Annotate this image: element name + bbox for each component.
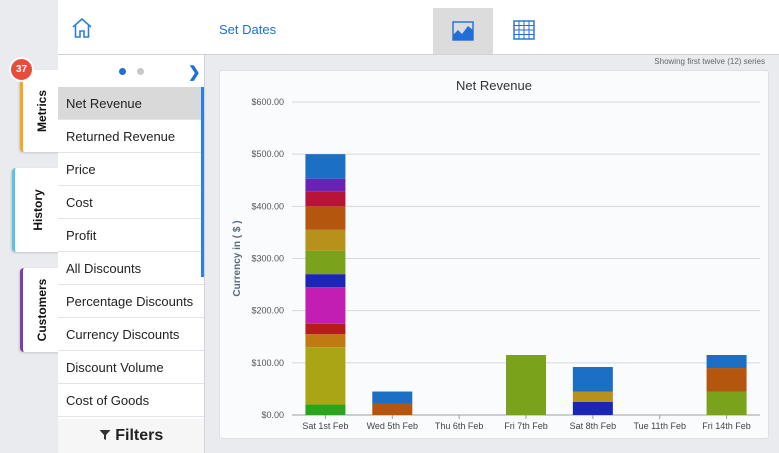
metric-item[interactable]: Cost of Goods xyxy=(58,384,204,417)
bar-segment xyxy=(372,403,413,415)
metric-item[interactable]: Profit xyxy=(58,219,204,252)
bar-segment xyxy=(305,404,346,415)
tab-history-label: History xyxy=(31,189,45,231)
bar-segment xyxy=(305,229,346,251)
bar-segment xyxy=(572,391,613,402)
home-icon[interactable] xyxy=(70,16,94,40)
bar-segment xyxy=(305,287,346,324)
bar-segment xyxy=(305,154,346,179)
bar-segment xyxy=(305,191,346,207)
set-dates-button[interactable]: Set Dates xyxy=(219,22,277,37)
x-tick-label: Sat 8th Feb xyxy=(570,421,617,431)
bar-chart: $0.00 $100.00 $200.00 $300.00 $400.00 $500.00… xyxy=(232,97,760,431)
bar-segment xyxy=(706,355,747,369)
y-tick-label: $0.00 xyxy=(261,410,284,420)
chart-card: Net Revenue $0.00 $100.00 $200.00 $300.00 $4… xyxy=(219,70,769,439)
chart-title: Net Revenue xyxy=(456,78,532,93)
y-axis-label: Currency in ( $ ) xyxy=(232,220,243,296)
x-tick-label: Fri 14th Feb xyxy=(702,421,751,431)
bar-segment xyxy=(305,250,346,275)
metric-item[interactable]: Price xyxy=(58,153,204,186)
metrics-list: Net Revenue Returned Revenue Price Cost Prof… xyxy=(58,87,204,417)
bar-segment xyxy=(506,355,546,415)
bar-segment xyxy=(305,206,346,230)
bar-segment xyxy=(305,347,346,405)
metric-item[interactable]: Returned Revenue xyxy=(58,120,204,153)
tab-metrics[interactable]: Metrics xyxy=(20,70,61,152)
tab-metrics-label: Metrics xyxy=(35,89,49,133)
x-tick-label: Fri 7th Feb xyxy=(504,421,548,431)
tab-customers-label: Customers xyxy=(35,278,49,342)
y-tick-label: $400.00 xyxy=(251,201,284,211)
area-chart-icon xyxy=(452,21,474,41)
notification-badge: 37 xyxy=(9,57,34,82)
x-tick-label: Thu 6th Feb xyxy=(435,421,484,431)
metrics-panel: ❯ Net Revenue Returned Revenue Price Cost Pr… xyxy=(58,55,205,453)
table-view-toggle[interactable] xyxy=(513,20,535,45)
tab-customers[interactable]: Customers xyxy=(20,268,61,352)
bar-segment xyxy=(305,334,346,348)
y-tick-label: $500.00 xyxy=(251,149,284,159)
scroll-indicator xyxy=(201,87,204,277)
bar-segment xyxy=(305,178,346,192)
metric-item[interactable]: Discount Volume xyxy=(58,351,204,384)
top-toolbar: Set Dates xyxy=(58,0,779,55)
table-grid-icon xyxy=(513,20,535,40)
bar-segment xyxy=(572,367,613,392)
filters-button[interactable]: Filters xyxy=(58,419,204,453)
funnel-icon xyxy=(99,430,111,440)
bar-segment xyxy=(572,401,613,415)
metric-item[interactable]: Percentage Discounts xyxy=(58,285,204,318)
metric-item[interactable]: Currency Discounts xyxy=(58,318,204,351)
x-tick-label: Wed 5th Feb xyxy=(367,421,418,431)
bar-segment xyxy=(305,323,346,335)
bar-segment xyxy=(305,274,346,288)
series-note: Showing first twelve (12) series xyxy=(654,57,765,66)
bar-segment xyxy=(706,368,747,392)
metrics-pager: ❯ xyxy=(58,55,204,87)
metric-item[interactable]: Net Revenue xyxy=(58,87,204,120)
y-tick-label: $100.00 xyxy=(251,358,284,368)
pager-dot[interactable] xyxy=(137,68,144,75)
chart-view-toggle[interactable] xyxy=(433,8,493,54)
x-tick-label: Tue 11th Feb xyxy=(633,421,686,431)
bar-segment xyxy=(372,391,413,404)
bar-segment xyxy=(706,391,747,415)
pager-dot-active[interactable] xyxy=(119,68,126,75)
chevron-right-icon[interactable]: ❯ xyxy=(188,64,201,81)
metric-item[interactable]: All Discounts xyxy=(58,252,204,285)
filters-label: Filters xyxy=(115,427,164,444)
y-tick-label: $600.00 xyxy=(251,97,284,107)
y-tick-label: $200.00 xyxy=(251,306,284,316)
x-tick-label: Sat 1st Feb xyxy=(302,421,348,431)
metric-item[interactable]: Cost xyxy=(58,186,204,219)
y-tick-label: $300.00 xyxy=(251,254,284,264)
tab-history[interactable]: History xyxy=(12,168,61,252)
